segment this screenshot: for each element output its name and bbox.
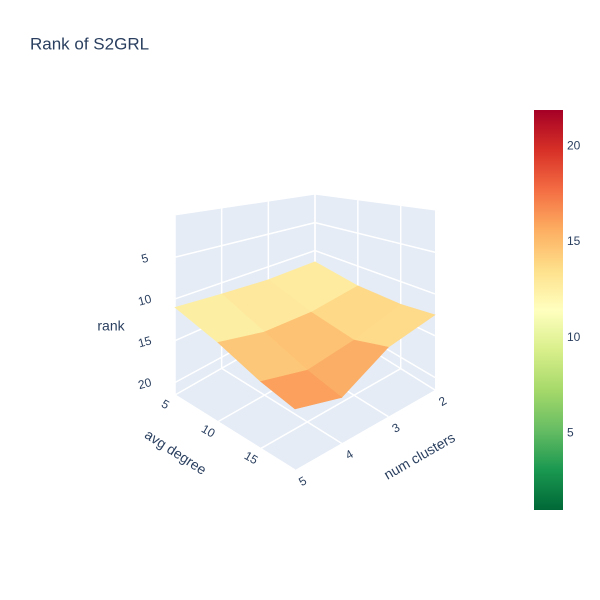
grid-line bbox=[174, 394, 296, 471]
z-tick-label: 10 bbox=[137, 292, 154, 309]
colorbar-tick-label: 20 bbox=[567, 139, 581, 153]
colorbar-tick-label: 5 bbox=[567, 426, 574, 440]
x-axis-title: num clusters bbox=[381, 429, 458, 483]
z-tick-label: 5 bbox=[140, 251, 150, 266]
x-tick-label: 4 bbox=[343, 447, 356, 463]
chart-title: Rank of S2GRL bbox=[30, 34, 149, 53]
y-tick-label: 5 bbox=[159, 397, 172, 413]
wall-pane bbox=[315, 194, 435, 390]
grid-line bbox=[174, 221, 316, 258]
z-tick-label: 20 bbox=[137, 375, 154, 392]
z-axis-title: rank bbox=[97, 318, 125, 334]
x-tick-label: 3 bbox=[390, 420, 403, 436]
x-tick-label: 2 bbox=[436, 393, 449, 409]
y-tick-label: 15 bbox=[242, 448, 261, 467]
colorbar-tick-label: 15 bbox=[567, 234, 581, 248]
grid-line bbox=[314, 249, 436, 295]
grid-line bbox=[260, 367, 402, 450]
grid-line bbox=[221, 367, 343, 444]
x-tick-label: 5 bbox=[296, 473, 309, 489]
grid-line bbox=[314, 221, 436, 253]
surface-patch bbox=[260, 369, 343, 410]
colorbar bbox=[534, 110, 563, 510]
colorbar-tick-label: 10 bbox=[567, 330, 581, 344]
grid-line bbox=[174, 249, 316, 300]
y-tick-label: 10 bbox=[199, 422, 218, 441]
z-tick-label: 15 bbox=[137, 333, 154, 350]
